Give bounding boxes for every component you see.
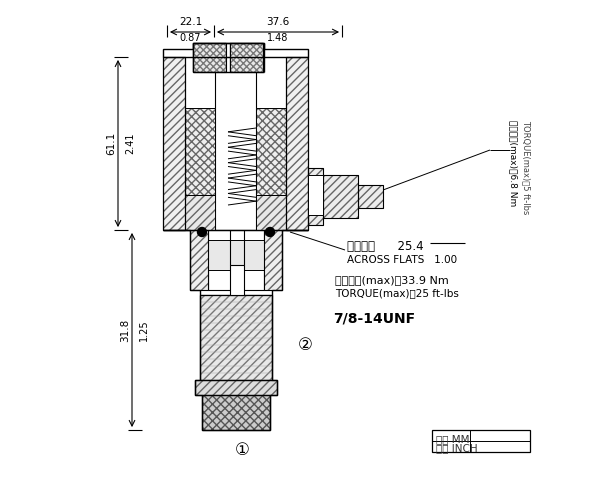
Text: 毫米 MM: 毫米 MM xyxy=(436,434,470,444)
Bar xyxy=(193,43,226,72)
Text: 2.41: 2.41 xyxy=(125,133,135,154)
Text: 7/8-14UNF: 7/8-14UNF xyxy=(333,311,415,325)
Text: 安装扈矩(max)：33.9 Nm: 安装扈矩(max)：33.9 Nm xyxy=(335,275,449,285)
Bar xyxy=(323,175,358,218)
Bar xyxy=(200,295,272,380)
Bar xyxy=(308,175,323,215)
Text: 1.48: 1.48 xyxy=(268,33,289,43)
Bar xyxy=(256,108,286,195)
Bar xyxy=(163,57,185,230)
Bar xyxy=(200,295,272,380)
Text: ①: ① xyxy=(235,441,250,459)
Bar xyxy=(230,43,263,72)
Text: ②: ② xyxy=(298,336,313,354)
Bar xyxy=(193,43,226,72)
Bar xyxy=(195,380,277,395)
Bar xyxy=(358,185,383,208)
Text: 22.1: 22.1 xyxy=(179,17,202,27)
Bar xyxy=(264,230,282,290)
Bar xyxy=(323,175,358,218)
Text: 對邊寬度      25.4: 對邊寬度 25.4 xyxy=(347,241,424,254)
Circle shape xyxy=(266,227,275,237)
Bar xyxy=(185,195,215,230)
Text: TORQUE(max)：5 ft-lbs: TORQUE(max)：5 ft-lbs xyxy=(521,120,530,214)
Text: 61.1: 61.1 xyxy=(106,132,116,155)
Bar xyxy=(308,168,323,225)
Bar xyxy=(208,240,264,270)
Bar xyxy=(286,57,308,230)
Bar xyxy=(202,395,270,430)
Text: 37.6: 37.6 xyxy=(266,17,290,27)
Text: 安装扈矩(max)：6.8 Nm: 安装扈矩(max)：6.8 Nm xyxy=(509,120,517,206)
Bar xyxy=(230,43,263,72)
Bar xyxy=(208,230,264,290)
Bar xyxy=(190,230,208,290)
Text: TORQUE(max)：25 ft-lbs: TORQUE(max)：25 ft-lbs xyxy=(335,288,459,298)
Text: 1.25: 1.25 xyxy=(139,319,149,341)
Bar xyxy=(202,395,270,430)
Text: 英寸 INCH: 英寸 INCH xyxy=(436,443,478,453)
Text: ACROSS FLATS   1.00: ACROSS FLATS 1.00 xyxy=(347,255,457,265)
Bar xyxy=(215,57,256,230)
Bar xyxy=(286,57,308,230)
Bar xyxy=(432,430,530,452)
Text: 0.87: 0.87 xyxy=(180,33,201,43)
Bar xyxy=(185,108,215,195)
Bar xyxy=(256,108,286,195)
Bar xyxy=(256,195,286,230)
Circle shape xyxy=(197,227,206,237)
Bar xyxy=(185,108,215,195)
Bar xyxy=(195,380,277,395)
Text: 31.8: 31.8 xyxy=(120,318,130,341)
Bar xyxy=(264,230,282,290)
Bar xyxy=(190,230,208,290)
Bar xyxy=(185,195,215,230)
Bar xyxy=(230,265,244,295)
Bar xyxy=(358,185,383,208)
Bar xyxy=(308,168,323,225)
Bar xyxy=(163,57,185,230)
Bar xyxy=(256,195,286,230)
